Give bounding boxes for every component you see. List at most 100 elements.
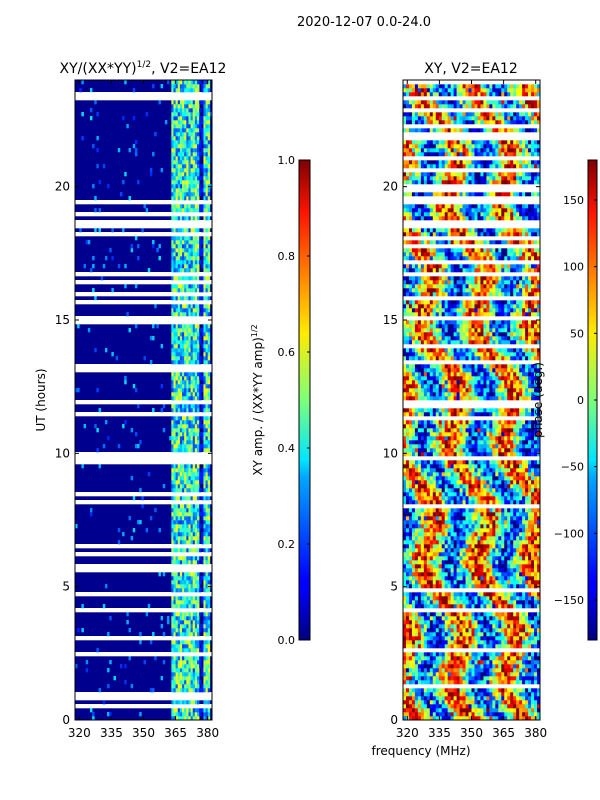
phase-heatmap-cell — [537, 612, 540, 617]
amplitude-heatmap-cell — [171, 308, 174, 313]
phase-heatmap-cell — [477, 716, 481, 720]
amplitude-heatmap-cell — [184, 228, 187, 233]
amplitude-heatmap-cell — [175, 584, 179, 589]
phase-heatmap-cell — [450, 676, 454, 681]
amplitude-y-tick-label: 10 — [55, 446, 70, 460]
phase-heatmap-cell — [447, 544, 451, 549]
amplitude-heatmap-cell — [199, 236, 202, 241]
phase-heatmap-cell — [417, 572, 422, 577]
phase-heatmap-cell — [489, 708, 493, 713]
amplitude-heatmap-cell — [194, 536, 198, 541]
amplitude-heatmap-cell — [177, 468, 181, 473]
phase-heatmap-cell — [450, 668, 454, 673]
phase-heatmap-cell — [403, 520, 407, 525]
phase-heatmap-cell — [474, 536, 478, 541]
phase-heatmap-cell — [420, 636, 425, 641]
amplitude-heatmap-cell — [188, 216, 191, 221]
amplitude-heatmap-cell — [190, 124, 194, 129]
phase-heatmap-cell — [441, 704, 445, 709]
phase-heatmap-cell — [465, 484, 469, 489]
amplitude-heatmap-cell — [203, 144, 206, 149]
amplitude-heatmap-cell — [171, 112, 174, 117]
amplitude-heatmap-cell — [192, 444, 196, 449]
phase-heatmap-cell — [483, 672, 487, 677]
amplitude-heatmap-cell — [190, 640, 194, 645]
amplitude-heatmap-cell — [188, 156, 191, 161]
amplitude-heatmap-cell — [175, 536, 179, 541]
phase-heatmap-cell — [531, 568, 535, 573]
phase-heatmap-cell — [459, 668, 463, 673]
amplitude-heatmap-cell — [184, 204, 187, 209]
amplitude-heatmap-cell — [186, 496, 189, 501]
phase-heatmap-cell — [483, 584, 487, 589]
amplitude-heatmap-cell — [199, 688, 202, 693]
phase-heatmap-cell — [480, 632, 484, 637]
amplitude-heatmap-cell — [197, 676, 200, 681]
amplitude-heatmap-cell — [186, 664, 189, 669]
amplitude-heatmap-cell — [199, 580, 202, 585]
phase-heatmap-cell — [453, 616, 457, 621]
phase-heatmap-cell — [474, 712, 478, 717]
phase-heatmap-cell — [495, 484, 499, 489]
phase-heatmap-cell — [456, 564, 460, 569]
amplitude-heatmap-cell — [171, 384, 174, 389]
amplitude-heatmap-cell — [201, 504, 204, 509]
phase-heatmap-cell — [504, 668, 508, 673]
phase-heatmap-cell — [531, 696, 535, 701]
amplitude-heatmap-cell — [184, 152, 187, 157]
amplitude-heatmap-cell — [184, 676, 187, 681]
phase-heatmap-cell — [516, 528, 520, 533]
phase-heatmap-cell — [444, 656, 448, 661]
amplitude-heatmap-cell — [197, 80, 200, 85]
amplitude-heatmap-cell — [171, 380, 174, 385]
phase-heatmap-cell — [513, 696, 517, 701]
amplitude-heatmap-cell — [130, 536, 134, 541]
phase-heatmap-cell — [516, 568, 520, 573]
amplitude-heatmap-cell — [201, 536, 204, 541]
amplitude-heatmap-cell — [179, 296, 183, 301]
phase-heatmap-cell — [403, 628, 407, 633]
phase-heatmap-cell — [510, 480, 514, 485]
phase-heatmap-cell — [480, 488, 484, 493]
amplitude-heatmap-cell — [98, 180, 101, 185]
phase-heatmap-cell — [438, 520, 443, 525]
amplitude-heatmap-cell — [175, 620, 179, 625]
phase-heatmap-cell — [534, 596, 538, 601]
amplitude-heatmap-cell — [199, 100, 202, 105]
amplitude-heatmap-cell — [184, 312, 187, 317]
amplitude-heatmap-cell — [203, 252, 206, 257]
phase-heatmap-cell — [519, 636, 523, 641]
amplitude-heatmap-cell — [139, 640, 142, 645]
amplitude-heatmap-cell — [179, 148, 183, 153]
phase-heatmap-cell — [525, 484, 529, 489]
phase-heatmap-cell — [483, 596, 487, 601]
phase-heatmap-cell — [534, 616, 538, 621]
amplitude-heatmap-cell — [207, 80, 211, 85]
amplitude-heatmap-cell — [184, 540, 187, 545]
amplitude-heatmap-cell — [207, 524, 211, 529]
amplitude-heatmap-cell — [184, 144, 187, 149]
amplitude-heatmap-cell — [182, 328, 185, 333]
phase-heatmap-cell — [462, 716, 466, 720]
phase-heatmap-cell — [432, 544, 437, 549]
amplitude-heatmap-cell — [192, 504, 196, 509]
amplitude-heatmap-cell — [192, 328, 196, 333]
amplitude-heatmap-cell — [179, 164, 183, 169]
phase-heatmap-cell — [531, 576, 535, 581]
phase-heatmap-cell — [432, 496, 437, 501]
amplitude-heatmap-cell — [197, 172, 200, 177]
phase-heatmap-cell — [513, 624, 517, 629]
phase-heatmap-cell — [528, 660, 532, 665]
phase-heatmap-cell — [414, 712, 419, 717]
amplitude-heatmap-cell — [186, 352, 189, 357]
amplitude-flagged-row — [75, 412, 212, 417]
amplitude-heatmap-cell — [190, 176, 194, 181]
phase-heatmap-cell — [468, 704, 472, 709]
amplitude-heatmap-cell — [199, 588, 202, 593]
amplitude-heatmap-cell — [137, 244, 140, 249]
phase-heatmap-cell — [468, 580, 472, 585]
phase-heatmap-cell — [471, 644, 475, 649]
amplitude-heatmap-cell — [188, 276, 191, 281]
phase-heatmap-cell — [474, 696, 478, 701]
phase-heatmap-cell — [495, 680, 499, 685]
